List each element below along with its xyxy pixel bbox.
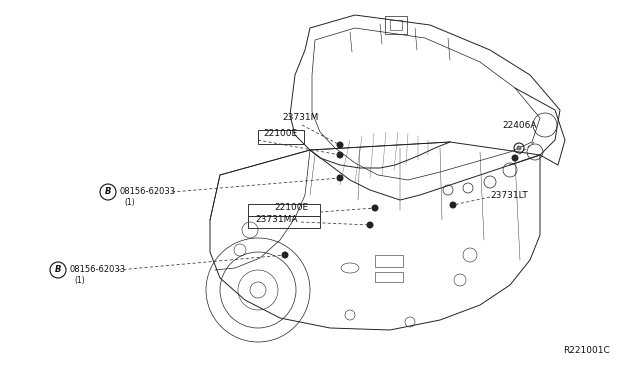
Text: 23731MA: 23731MA [255,215,298,224]
Text: 08156-62033: 08156-62033 [70,266,126,275]
Circle shape [371,205,378,212]
Circle shape [517,146,521,150]
Circle shape [282,251,289,259]
Text: 22100E: 22100E [274,203,308,212]
Circle shape [337,151,344,158]
Text: 22100E: 22100E [263,129,297,138]
Circle shape [367,221,374,228]
Circle shape [511,154,518,161]
Text: 23731LT: 23731LT [490,190,528,199]
Bar [385,16,407,34]
Text: B: B [105,187,111,196]
Text: 08156-62033: 08156-62033 [120,187,176,196]
Text: (1): (1) [74,276,84,285]
Bar [248,204,320,216]
Bar [248,216,320,228]
Circle shape [449,202,456,208]
Bar [258,130,304,144]
Text: (1): (1) [124,198,135,206]
Text: B: B [55,266,61,275]
Circle shape [337,141,344,148]
Bar [375,255,403,267]
Circle shape [337,174,344,182]
Bar [375,272,403,282]
Text: 23731M: 23731M [282,113,318,122]
Text: R221001C: R221001C [563,346,610,355]
Bar [390,20,402,30]
Text: 22406A: 22406A [502,121,536,130]
